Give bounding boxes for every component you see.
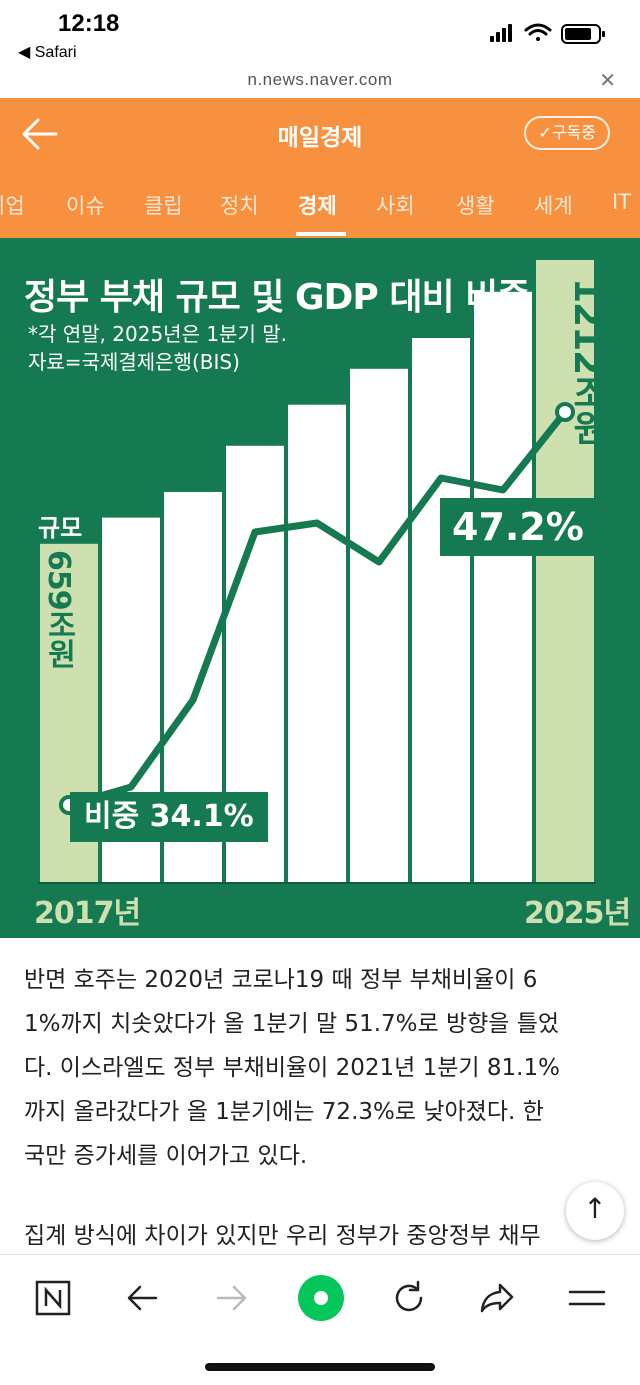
- tab-society[interactable]: 사회: [376, 194, 415, 218]
- url-bar[interactable]: n.news.naver.com ✕: [0, 64, 640, 98]
- tab-clip[interactable]: 클립: [144, 194, 183, 218]
- tab-business[interactable]: 기업: [0, 194, 25, 218]
- url-text[interactable]: n.news.naver.com: [247, 70, 393, 89]
- bottom-toolbar: [0, 1254, 640, 1385]
- article-line: 다. 이스라엘도 정부 부채비율이 2021년 1분기 81.1%: [24, 1055, 560, 1081]
- press-title[interactable]: 매일경제: [277, 125, 363, 151]
- start-year-label: 2017년: [34, 896, 141, 931]
- chart-baseline: [38, 882, 596, 884]
- cellular-signal-icon: [490, 24, 512, 42]
- chart-bar: [536, 260, 594, 882]
- ratio-point: [555, 402, 575, 422]
- tab-it[interactable]: IT: [612, 190, 632, 214]
- article-paragraph: 반면 호주는 2020년 코로나19 때 정부 부채비율이 6 1%까지 치솟았…: [24, 958, 620, 1178]
- status-time: 12:18: [58, 10, 120, 37]
- back-arrow-icon[interactable]: [20, 116, 60, 152]
- tab-economy[interactable]: 경제: [298, 194, 337, 218]
- end-amount-label: 1212조원: [566, 278, 607, 445]
- menu-icon[interactable]: [562, 1273, 612, 1323]
- refresh-icon[interactable]: [384, 1273, 434, 1323]
- chart-bar: [474, 291, 532, 882]
- end-ratio-label: 47.2%: [440, 498, 596, 556]
- subscribe-button[interactable]: ✓구독중: [524, 116, 610, 150]
- green-dot-icon[interactable]: [294, 1271, 348, 1325]
- chart-source: 자료=국제결제은행(BIS): [28, 350, 240, 374]
- article-line: 국만 증가세를 이어가고 있다.: [24, 1143, 308, 1169]
- wifi-icon: [524, 23, 552, 41]
- active-tab-underline: [296, 232, 346, 236]
- chart-bar: [350, 368, 408, 882]
- tab-life[interactable]: 생활: [456, 194, 495, 218]
- chart-bar: [412, 338, 470, 882]
- share-icon[interactable]: [472, 1273, 522, 1323]
- app-header: 매일경제 ✓구독중: [0, 98, 640, 170]
- ratio-line: [65, 408, 569, 809]
- tab-world[interactable]: 세계: [534, 194, 573, 218]
- tab-politics[interactable]: 정치: [220, 194, 259, 218]
- end-year-label: 2025년: [524, 896, 631, 931]
- arrow-up-icon: ↑: [583, 1192, 607, 1225]
- chart-title: 정부 부채 규모 및 GDP 대비 비중: [24, 277, 530, 318]
- close-icon[interactable]: ✕: [599, 68, 616, 92]
- chart-note: *각 연말, 2025년은 1분기 말.: [28, 322, 287, 346]
- scale-label: 규모: [38, 514, 83, 542]
- battery-icon: [561, 24, 605, 44]
- article-line: 반면 호주는 2020년 코로나19 때 정부 부채비율이 6: [24, 967, 538, 993]
- status-bar: 12:18 ◀ Safari: [0, 0, 640, 64]
- naver-home-icon[interactable]: [28, 1273, 78, 1323]
- start-amount-label: 659조원: [41, 550, 76, 668]
- status-icons: [490, 23, 605, 44]
- back-arrow-icon[interactable]: [118, 1273, 168, 1323]
- category-tabs: 기업 이슈 클립 정치 경제 사회 생활 세계 IT: [0, 170, 640, 238]
- article-line: 까지 올라갔다가 올 1분기에는 72.3%로 낮아졌다. 한: [24, 1099, 544, 1125]
- forward-arrow-icon[interactable]: [206, 1273, 256, 1323]
- article-line: 1%까지 치솟았다가 올 1분기 말 51.7%로 방향을 틀었: [24, 1011, 560, 1037]
- article-body: 반면 호주는 2020년 코로나19 때 정부 부채비율이 6 1%까지 치솟았…: [24, 958, 620, 1294]
- chart-bar: [288, 404, 346, 882]
- home-indicator: [205, 1363, 435, 1371]
- debt-infographic: 정부 부채 규모 및 GDP 대비 비중 *각 연말, 2025년은 1분기 말…: [0, 238, 640, 938]
- tab-issue[interactable]: 이슈: [66, 194, 105, 218]
- article-line: 집계 방식에 차이가 있지만 우리 정부가 중앙정부 채무: [24, 1223, 541, 1249]
- back-to-safari-link[interactable]: ◀ Safari: [18, 44, 77, 61]
- start-ratio-label: 비중 34.1%: [70, 792, 268, 842]
- article-paragraph: 집계 방식에 차이가 있지만 우리 정부가 중앙정부 채무: [24, 1214, 620, 1258]
- scroll-to-top-button[interactable]: ↑: [566, 1182, 624, 1240]
